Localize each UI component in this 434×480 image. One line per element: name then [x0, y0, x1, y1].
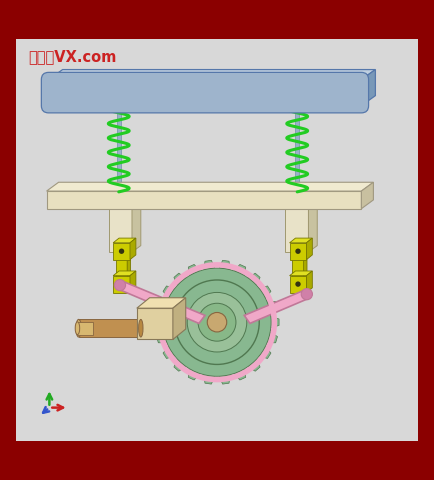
Polygon shape: [137, 298, 186, 308]
Polygon shape: [267, 332, 277, 343]
Polygon shape: [173, 298, 186, 339]
Ellipse shape: [76, 319, 81, 337]
Polygon shape: [109, 206, 132, 252]
Polygon shape: [130, 271, 136, 292]
Polygon shape: [219, 260, 230, 270]
FancyBboxPatch shape: [16, 39, 418, 441]
Polygon shape: [304, 257, 307, 282]
Polygon shape: [248, 273, 260, 285]
Polygon shape: [132, 200, 141, 252]
Circle shape: [187, 292, 247, 352]
Bar: [77, 322, 93, 335]
Polygon shape: [259, 347, 271, 359]
Circle shape: [119, 249, 124, 254]
Polygon shape: [109, 200, 141, 206]
FancyBboxPatch shape: [296, 106, 299, 192]
Circle shape: [295, 281, 301, 287]
Polygon shape: [289, 271, 312, 276]
Polygon shape: [157, 301, 167, 312]
FancyBboxPatch shape: [117, 106, 121, 192]
Polygon shape: [248, 359, 260, 371]
Polygon shape: [306, 238, 312, 260]
Ellipse shape: [75, 322, 80, 335]
Polygon shape: [234, 264, 246, 276]
Polygon shape: [309, 200, 317, 252]
Polygon shape: [116, 259, 127, 282]
Polygon shape: [259, 286, 271, 298]
Polygon shape: [234, 369, 246, 380]
Polygon shape: [155, 317, 163, 328]
Polygon shape: [113, 243, 130, 260]
Polygon shape: [204, 375, 215, 384]
Polygon shape: [267, 301, 277, 312]
Circle shape: [163, 268, 271, 376]
Polygon shape: [46, 191, 362, 209]
Polygon shape: [289, 276, 306, 292]
Circle shape: [198, 303, 236, 341]
Polygon shape: [113, 271, 136, 276]
Bar: [79, 319, 141, 337]
Polygon shape: [130, 238, 136, 260]
Polygon shape: [137, 308, 173, 339]
Circle shape: [119, 281, 124, 287]
Polygon shape: [285, 200, 317, 206]
Polygon shape: [306, 271, 312, 292]
Polygon shape: [188, 369, 200, 380]
Polygon shape: [271, 317, 279, 328]
Polygon shape: [46, 182, 373, 191]
Polygon shape: [113, 276, 130, 292]
Polygon shape: [127, 257, 131, 282]
Circle shape: [295, 249, 301, 254]
Polygon shape: [157, 332, 167, 343]
Polygon shape: [174, 359, 186, 371]
Circle shape: [207, 312, 227, 332]
Polygon shape: [244, 290, 309, 324]
Polygon shape: [116, 282, 205, 324]
Polygon shape: [163, 347, 175, 359]
Polygon shape: [289, 243, 306, 260]
Polygon shape: [174, 273, 186, 285]
Polygon shape: [285, 206, 309, 252]
Polygon shape: [293, 259, 304, 282]
FancyBboxPatch shape: [41, 72, 368, 113]
Polygon shape: [362, 182, 373, 209]
Polygon shape: [49, 70, 375, 80]
Polygon shape: [362, 70, 375, 106]
Polygon shape: [188, 264, 200, 276]
Circle shape: [301, 288, 312, 300]
Polygon shape: [289, 238, 312, 243]
Polygon shape: [219, 375, 230, 384]
Polygon shape: [204, 260, 215, 270]
Polygon shape: [113, 238, 136, 243]
Polygon shape: [163, 286, 175, 298]
Text: 微小网VX.com: 微小网VX.com: [29, 49, 117, 64]
Circle shape: [114, 279, 125, 291]
Ellipse shape: [138, 319, 143, 337]
